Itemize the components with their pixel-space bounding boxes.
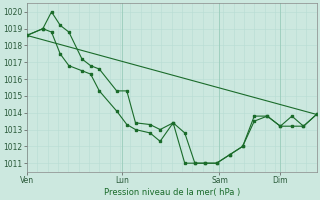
- X-axis label: Pression niveau de la mer( hPa ): Pression niveau de la mer( hPa ): [104, 188, 240, 197]
